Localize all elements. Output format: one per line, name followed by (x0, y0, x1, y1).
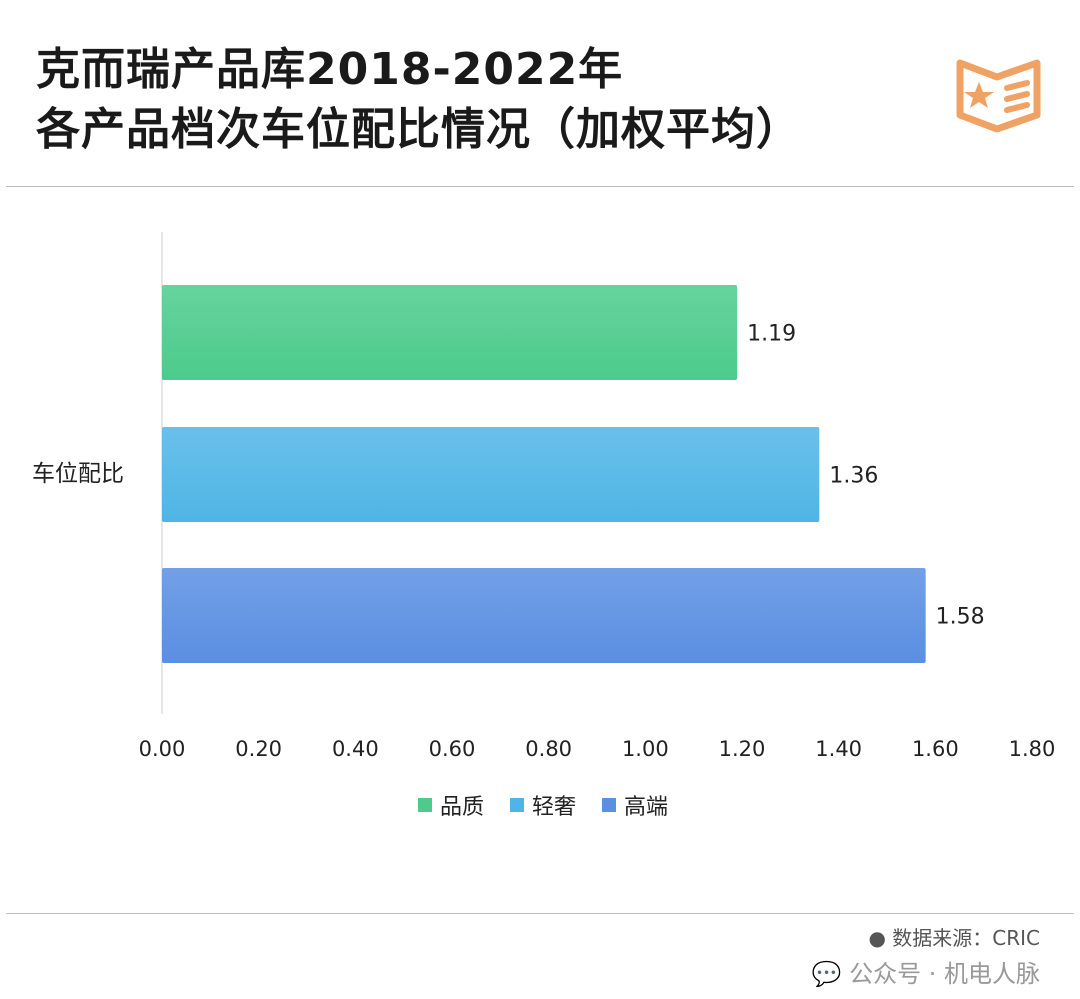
x-tick-label: 1.00 (622, 737, 669, 761)
legend-label: 品质 (440, 795, 484, 820)
watermark-text: 公众号 · 机电人脉 (849, 960, 1040, 988)
legend-swatch (602, 798, 616, 812)
x-tick-label: 0.00 (139, 737, 186, 761)
book-star-icon (956, 59, 1041, 133)
data-label: 1.36 (829, 464, 878, 489)
x-tick-label: 1.60 (912, 737, 959, 761)
page-title: 克而瑞产品库2018-2022年 各产品档次车位配比情况（加权平均） (36, 40, 801, 160)
title-line-2: 各产品档次车位配比情况（加权平均） (36, 104, 801, 155)
title-line-1: 克而瑞产品库2018-2022年 (36, 44, 624, 95)
bottom-divider (6, 913, 1074, 914)
x-tick-label: 1.40 (815, 737, 862, 761)
x-tick-label: 1.80 (1009, 737, 1056, 761)
top-divider (6, 186, 1074, 187)
legend-swatch (510, 798, 524, 812)
bar-轻奢 (162, 427, 820, 522)
x-tick-label: 1.20 (719, 737, 766, 761)
data-label: 1.58 (936, 605, 985, 630)
x-tick-label: 0.20 (235, 737, 282, 761)
bar-品质 (162, 285, 738, 380)
watermark: 💬 公众号 · 机电人脉 (812, 958, 1040, 990)
legend-swatch (418, 798, 432, 812)
legend-label: 高端 (624, 795, 668, 820)
category-label: 车位配比 (32, 461, 124, 487)
bar-chart: 1.19 1.36 1.58 车位配比 0.00 0.20 0.40 0.60 0.80 1.00… (32, 232, 1056, 820)
data-label: 1.19 (747, 322, 796, 347)
wechat-icon: 💬 (811, 960, 842, 988)
legend-label: 轻奢 (532, 795, 576, 820)
x-tick-label: 0.60 (429, 737, 476, 761)
x-tick-label: 0.80 (525, 737, 572, 761)
data-source: ● 数据来源：CRIC (868, 926, 1040, 950)
x-tick-label: 0.40 (332, 737, 379, 761)
bar-高端 (162, 568, 926, 663)
